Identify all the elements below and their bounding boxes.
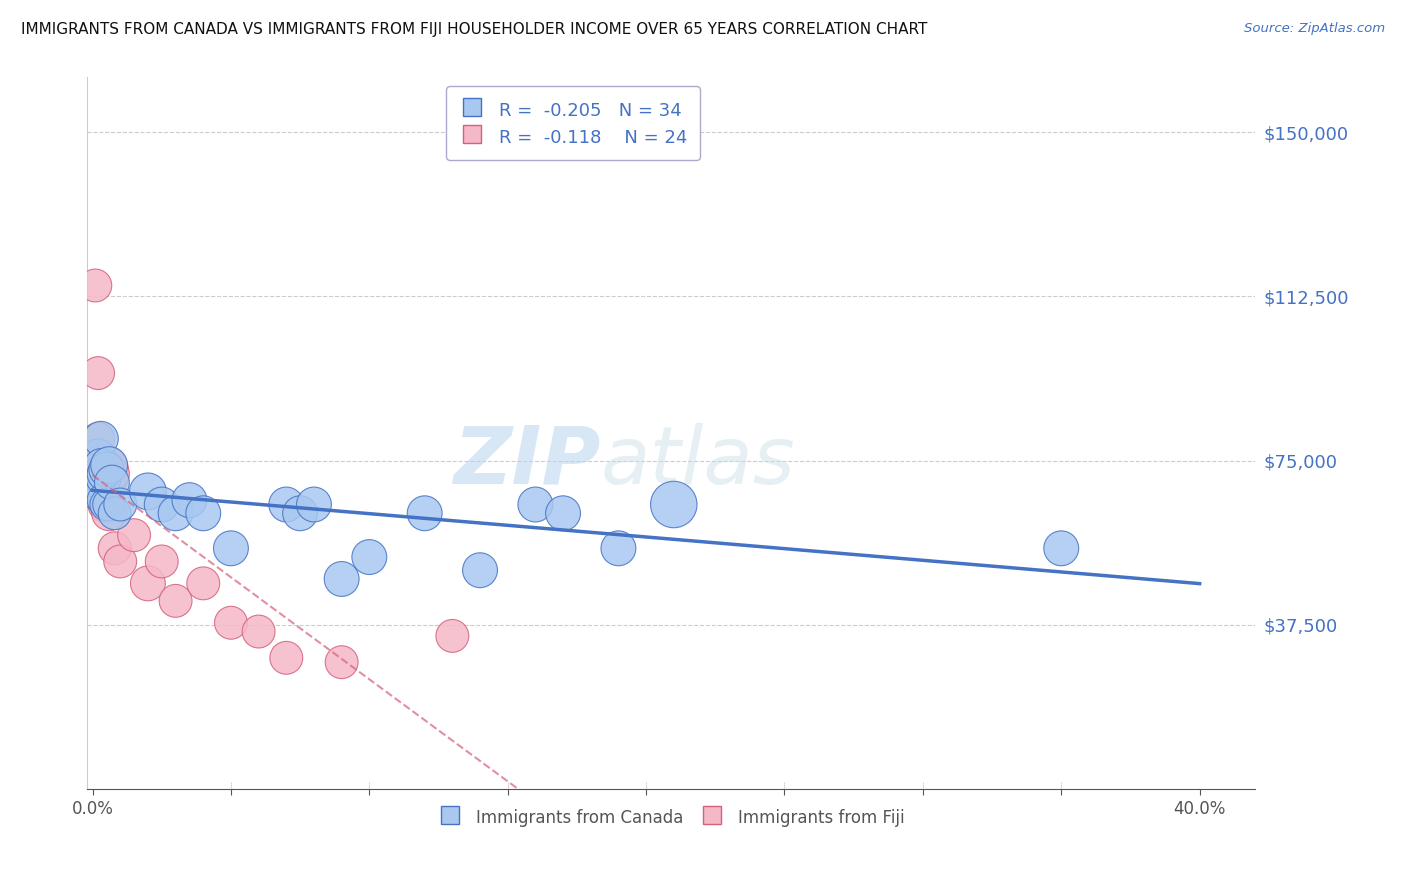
Point	[165, 506, 187, 520]
Text: IMMIGRANTS FROM CANADA VS IMMIGRANTS FROM FIJI HOUSEHOLDER INCOME OVER 65 YEARS : IMMIGRANTS FROM CANADA VS IMMIGRANTS FRO…	[21, 22, 928, 37]
Point	[90, 467, 112, 481]
Point	[98, 498, 121, 512]
Point	[150, 498, 173, 512]
Point	[219, 541, 242, 556]
Point	[136, 484, 159, 499]
Legend: Immigrants from Canada, Immigrants from Fiji: Immigrants from Canada, Immigrants from …	[430, 801, 911, 834]
Point	[84, 278, 107, 293]
Point	[276, 650, 298, 665]
Point	[110, 554, 132, 568]
Point	[84, 484, 107, 499]
Point	[87, 432, 110, 446]
Point	[96, 498, 118, 512]
Point	[441, 629, 464, 643]
Point	[468, 563, 491, 577]
Point	[101, 467, 124, 481]
Point	[96, 498, 118, 512]
Point	[330, 655, 353, 669]
Point	[93, 462, 115, 476]
Point	[276, 498, 298, 512]
Text: atlas: atlas	[600, 423, 796, 500]
Point	[193, 576, 215, 591]
Point	[413, 506, 436, 520]
Point	[247, 624, 270, 639]
Point	[302, 498, 325, 512]
Point	[98, 471, 121, 485]
Point	[98, 506, 121, 520]
Point	[93, 471, 115, 485]
Point	[524, 498, 547, 512]
Point	[219, 615, 242, 630]
Point	[90, 484, 112, 499]
Point	[136, 576, 159, 591]
Point	[330, 572, 353, 586]
Point	[87, 450, 110, 464]
Point	[607, 541, 630, 556]
Point	[96, 462, 118, 476]
Point	[104, 506, 127, 520]
Point	[101, 475, 124, 490]
Text: ZIP: ZIP	[454, 423, 600, 500]
Point	[93, 493, 115, 508]
Point	[193, 506, 215, 520]
Point	[165, 594, 187, 608]
Point	[122, 528, 145, 542]
Point	[93, 484, 115, 499]
Point	[90, 458, 112, 472]
Point	[87, 467, 110, 481]
Point	[90, 432, 112, 446]
Point	[90, 458, 112, 472]
Point	[104, 541, 127, 556]
Point	[110, 498, 132, 512]
Point	[551, 506, 574, 520]
Point	[1050, 541, 1073, 556]
Text: Source: ZipAtlas.com: Source: ZipAtlas.com	[1244, 22, 1385, 36]
Point	[662, 498, 685, 512]
Point	[150, 554, 173, 568]
Point	[87, 366, 110, 380]
Point	[179, 493, 201, 508]
Point	[288, 506, 311, 520]
Point	[359, 550, 381, 565]
Point	[98, 458, 121, 472]
Point	[93, 467, 115, 481]
Point	[96, 462, 118, 476]
